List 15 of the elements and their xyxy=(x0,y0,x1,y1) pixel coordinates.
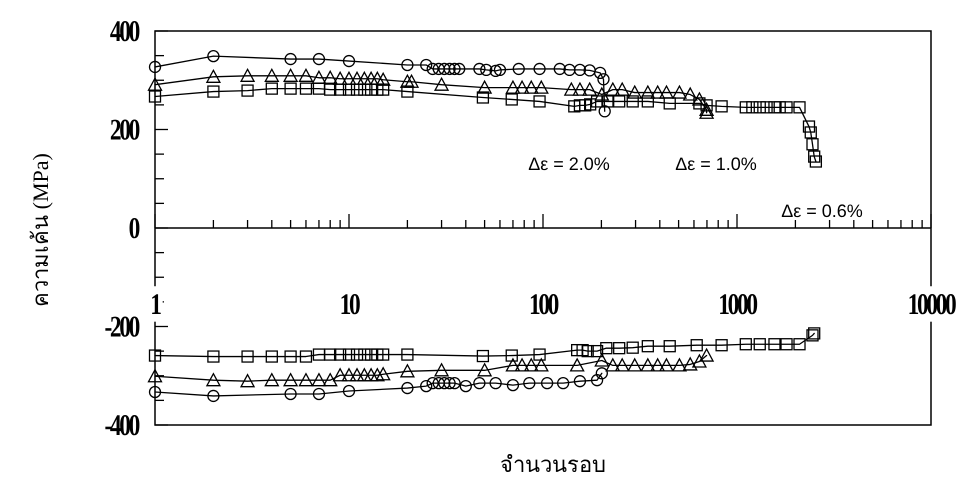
annotation: Δε = 2.0% xyxy=(528,154,610,174)
x-tick-label: 100 xyxy=(528,287,559,321)
y-tick-label: -200 xyxy=(104,310,140,344)
y-tick-label: 400 xyxy=(110,14,140,48)
y-tick-label: 0 xyxy=(128,211,140,245)
x-tick-label: 1 xyxy=(150,287,162,321)
x-tick-label: 10 xyxy=(340,287,360,321)
y-tick-label: 200 xyxy=(110,112,140,146)
x-tick-label: 10000 xyxy=(908,287,956,321)
annotation: Δε = 1.0% xyxy=(675,154,757,174)
y-axis-title: ความเค้น (MPa) xyxy=(28,153,53,307)
annotation: Δε = 0.6% xyxy=(781,201,863,221)
x-tick-label: 1000 xyxy=(718,287,758,321)
y-tick-label: -400 xyxy=(104,408,140,442)
x-axis-title: จำนวนรอบ xyxy=(500,452,606,477)
